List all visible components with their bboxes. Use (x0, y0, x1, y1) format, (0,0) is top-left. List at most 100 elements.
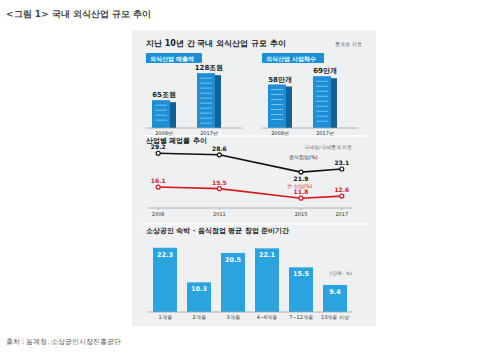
baseline (146, 128, 242, 129)
point (299, 196, 303, 200)
data-label: 22.3 (157, 251, 173, 259)
x-tick-label: 2011 (213, 211, 226, 217)
series-line (158, 187, 342, 198)
point (217, 187, 221, 191)
building-window (271, 109, 283, 110)
figure: <그림 1> 국내 외식산업 규모 추이출처 : 통계청, 소상공인시장진흥공단… (0, 0, 504, 355)
x-tick (341, 208, 342, 210)
point (299, 170, 303, 174)
x-tick-label: 2017 (335, 211, 348, 217)
bar (323, 285, 347, 312)
data-label: 58만개 (268, 76, 292, 84)
building-window (271, 89, 283, 90)
bar (153, 248, 177, 312)
panel-title: 지난 10년 간 국내 외식산업 규모 추이 (145, 39, 286, 48)
data-label: 128조원 (195, 64, 224, 72)
category-label: 7~12개월 (289, 314, 313, 320)
panel-note: 통계청 자료 (335, 41, 362, 47)
bar (221, 253, 245, 312)
building-window (155, 120, 167, 121)
data-label: 23.1 (334, 159, 349, 166)
building-chart: 외식산업 사업체수 58만개 2008년 69만개 2017년 (262, 53, 358, 136)
source: 출처 : 통계청, 소상공인시장진흥공단 (6, 338, 121, 346)
data-label: 29.2 (151, 143, 166, 150)
building-window (200, 103, 212, 104)
point (340, 194, 344, 198)
series-line (158, 153, 342, 172)
x-tick-label: 2015 (295, 211, 308, 217)
building-bar (197, 73, 215, 128)
data-label: 21.9 (294, 175, 309, 182)
building-window (316, 96, 328, 97)
building-window (271, 119, 283, 120)
building-window (200, 118, 212, 119)
data-label: 69만개 (313, 67, 337, 75)
building-window (271, 104, 283, 105)
building-chart: 외식산업 매출액65조원2008년128조원2017년 (146, 53, 242, 136)
data-label: 10.3 (191, 285, 207, 293)
category-label: 2008년 (155, 130, 173, 136)
data-label: 11.8 (294, 188, 309, 195)
building-bar (268, 85, 286, 129)
data-label: 9.4 (329, 288, 341, 296)
chart-title: 소상공인 숙박 · 음식점업 평균 창업 준비기간 (146, 227, 289, 235)
building-window (200, 123, 212, 124)
building-window (200, 83, 212, 84)
series-label: 전 산업(%) (287, 183, 312, 189)
building-window (200, 108, 212, 109)
data-label: 20.5 (225, 256, 242, 264)
category-label: 2017년 (200, 130, 218, 136)
panel-background (132, 30, 376, 326)
bar (289, 267, 313, 312)
building-window (316, 91, 328, 92)
building-window (155, 110, 167, 111)
plot-area (152, 73, 221, 128)
bar (187, 282, 211, 312)
category-label: 1개월 (158, 314, 171, 320)
building-window (200, 93, 212, 94)
point (156, 151, 160, 155)
building-bar (152, 100, 170, 128)
building-window (155, 105, 167, 106)
plot-area (268, 76, 337, 128)
figure-title: <그림 1> 국내 외식산업 규모 추이 (6, 9, 151, 19)
category-label: 3개월 (226, 314, 239, 320)
building-window (316, 86, 328, 87)
data-label: 22.1 (259, 251, 276, 259)
annotation: 국세청/국세통계 자료 (304, 145, 352, 150)
data-label: 15.5 (293, 270, 310, 278)
bar-chart: 소상공인 숙박 · 음식점업 평균 창업 준비기간(단위 : %)22.31개월… (146, 227, 352, 320)
building-window (200, 88, 212, 89)
plot-area (156, 151, 344, 200)
building-side (215, 75, 221, 128)
x-axis (148, 208, 352, 209)
category-label: 2개월 (192, 314, 205, 320)
x-tick (158, 208, 159, 210)
data-label: 65조원 (152, 91, 176, 99)
point (156, 185, 160, 189)
building-window (316, 116, 328, 117)
building-window (271, 99, 283, 100)
data-label: 28.6 (212, 145, 227, 152)
divider (140, 223, 368, 225)
building-window (316, 101, 328, 102)
x-tick (301, 208, 302, 210)
building-window (316, 121, 328, 122)
building-window (155, 115, 167, 116)
bar (255, 248, 279, 312)
baseline (148, 312, 352, 313)
plot-area (153, 248, 347, 312)
category-label: 2008년 (271, 130, 289, 136)
chart-title: 외식산업 사업체수 (266, 56, 316, 63)
building-side (286, 87, 292, 129)
building-window (316, 106, 328, 107)
line-chart: 산업별 폐업률 추이국세청/국세통계 자료200820112015201729.… (145, 137, 352, 217)
category-label: 2017년 (316, 130, 334, 136)
x-tick-label: 2008 (152, 211, 165, 217)
baseline (262, 128, 358, 129)
building-side (170, 102, 176, 128)
building-window (316, 111, 328, 112)
title-box (146, 53, 202, 63)
data-label: 12.6 (334, 186, 349, 193)
series-label: 음식점업(%) (289, 154, 318, 160)
